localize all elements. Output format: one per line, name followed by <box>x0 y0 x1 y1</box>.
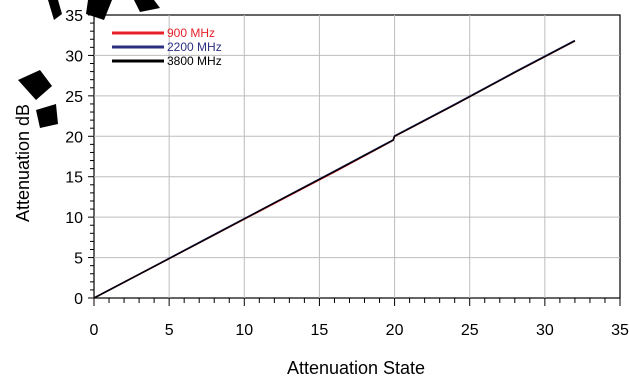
x-tick-label: 30 <box>536 322 554 339</box>
y-tick-label: 0 <box>74 291 83 308</box>
x-axis-label: Attenuation State <box>287 358 425 378</box>
y-tick-label: 10 <box>65 210 83 227</box>
x-tick-label: 15 <box>311 322 329 339</box>
x-tick-label: 0 <box>90 322 99 339</box>
y-tick-labels: 0 5 10 15 20 25 30 35 <box>65 8 83 308</box>
y-axis-label: Attenuation dB <box>13 104 33 222</box>
y-tick-label: 20 <box>65 129 83 146</box>
legend-label-900-mhz: 900 MHz <box>167 26 215 40</box>
minor-ticks <box>90 22 606 303</box>
y-tick-label: 35 <box>65 8 83 25</box>
legend-label-2200-mhz: 2200 MHz <box>167 40 222 54</box>
x-tick-labels: 0 5 10 15 20 25 30 35 <box>90 322 629 339</box>
x-tick-label: 5 <box>165 322 174 339</box>
series-lines <box>93 39 576 299</box>
y-tick-label: 25 <box>65 89 83 106</box>
x-tick-label: 10 <box>235 322 253 339</box>
x-tick-label: 25 <box>461 322 479 339</box>
y-tick-label: 5 <box>74 251 83 268</box>
y-tick-label: 15 <box>65 170 83 187</box>
grid-lines <box>94 15 620 298</box>
x-tick-label: 20 <box>386 322 404 339</box>
y-tick-label: 30 <box>65 48 83 65</box>
series-line-3800-mhz <box>93 40 576 299</box>
legend-label-3800-mhz: 3800 MHz <box>167 54 222 68</box>
x-tick-label: 35 <box>611 322 629 339</box>
redaction-overlay <box>18 0 160 128</box>
